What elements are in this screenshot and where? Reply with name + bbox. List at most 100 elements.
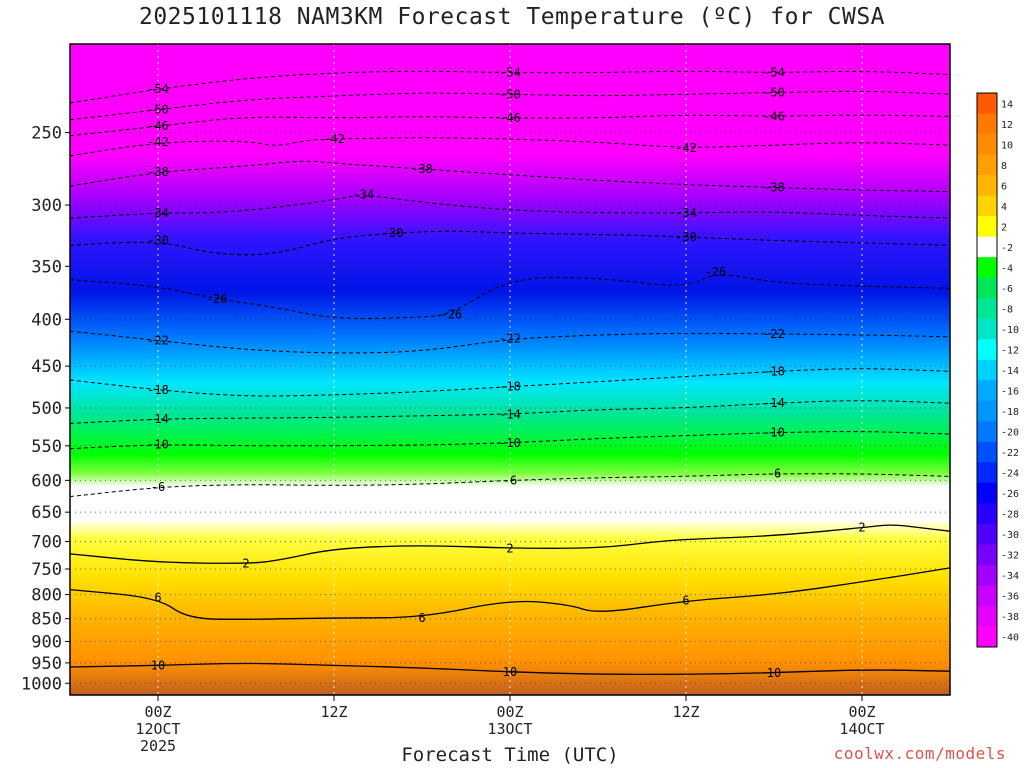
contour-label: -46 [147,119,169,133]
colorbar-swatch [977,154,997,176]
colorbar-label: 12 [1001,120,1013,131]
colorbar-label: 4 [1001,202,1007,213]
colorbar-label: -38 [1001,612,1019,623]
x-tick-label: 12OCT [135,720,180,738]
colorbar-swatch [977,216,997,238]
y-tick-label: 700 [31,533,62,553]
contour-line [70,195,950,219]
contour-label: -6 [767,467,781,481]
contour-line [70,330,950,354]
colorbar-label: -4 [1001,263,1013,274]
contour-label: 2 [242,557,249,571]
contour-line [70,473,950,498]
colorbar-label: -6 [1001,284,1013,295]
contour-label: -50 [147,103,169,117]
contour-label: -38 [411,162,433,176]
contour-label: 2 [858,521,865,535]
contour-label: -42 [147,135,169,149]
contour-line [70,137,950,157]
colorbar: 14 12 10 8 6 4 2 -2 -4 -6 -8 -10 -12 -14 -16 -18 -20 -22 -… [976,92,1019,648]
contour-label: -22 [763,327,785,341]
contour-line [70,230,950,256]
colorbar-label: -22 [1001,448,1019,459]
contour-label: 2 [506,541,513,555]
y-tick-label: 450 [31,357,62,377]
contour-label: -30 [147,233,169,247]
colorbar-swatch [977,503,997,525]
contour-label: -42 [675,141,697,155]
contour-label: -54 [147,82,169,96]
y-tick-label: 350 [31,257,62,277]
x-tick-label: 13OCT [487,720,532,738]
colorbar-swatch [977,441,997,463]
contour-label: -6 [151,480,165,494]
colorbar-label: -12 [1001,345,1019,356]
contour-label: 10 [151,658,165,672]
contour-label: -14 [763,396,785,410]
contour-label: -22 [147,334,169,348]
y-tick-label: 850 [31,610,62,630]
colorbar-swatch [977,421,997,443]
x-axis-label: Forecast Time (UTC) [401,744,619,766]
contour-label: -38 [147,165,169,179]
y-tick-label: 600 [31,471,62,491]
colorbar-label: 2 [1001,222,1007,233]
y-tick-label: 550 [31,437,62,457]
contour-label: 10 [767,666,781,680]
colorbar-label: -28 [1001,510,1019,521]
x-tick-label: 12Z [320,703,347,721]
contour-label: -10 [763,426,785,440]
colorbar-label: -40 [1001,633,1019,644]
contour-label: -14 [499,407,521,421]
contour-label: -54 [499,66,521,80]
colorbar-swatch [977,626,997,648]
y-tick-label: 950 [31,654,62,674]
contour-line [70,524,950,564]
colorbar-label: -32 [1001,551,1019,562]
colorbar-swatch [977,257,997,279]
colorbar-label: -24 [1001,469,1019,480]
contour-label: -46 [763,109,785,123]
contour-label: -26 [206,292,228,306]
colorbar-swatch [977,134,997,156]
colorbar-label: -20 [1001,428,1019,439]
colorbar-swatch [977,585,997,607]
contour-line [70,662,950,676]
contour-label: -30 [675,230,697,244]
y-tick-label: 1000 [21,674,62,694]
contour-line [70,70,950,104]
colorbar-label: -16 [1001,387,1019,398]
contour-label: -26 [440,307,462,321]
colorbar-label: 6 [1001,181,1007,192]
chart-title: 2025101118 NAM3KM Forecast Temperature (… [138,4,886,30]
contour-line [70,368,950,397]
colorbar-swatch [977,400,997,422]
contour-label: -18 [763,364,785,378]
contour-line [70,114,950,137]
colorbar-label: 10 [1001,140,1013,151]
colorbar-swatch [977,523,997,545]
site-credit: coolwx.com/models [833,744,1006,763]
contour-line [70,274,950,319]
contour-label: -14 [147,412,169,426]
colorbar-swatch [977,359,997,381]
contour-label: -50 [763,86,785,100]
contour-label: -6 [503,473,517,487]
colorbar-label: -30 [1001,530,1019,541]
colorbar-swatch [977,380,997,402]
y-tick-label: 800 [31,586,62,606]
contour-line [70,160,950,193]
colorbar-swatch [977,462,997,484]
contour-line [70,431,950,450]
y-tick-label: 900 [31,632,62,652]
contour-line [70,90,950,121]
contour-label: -34 [147,206,169,220]
y-tick-label: 650 [31,503,62,523]
colorbar-swatch [977,236,997,258]
contour-label: -54 [763,66,785,80]
y-tick-label: 500 [31,399,62,419]
colorbar-label: -26 [1001,489,1019,500]
contour-label: -42 [323,132,345,146]
y-tick-label: 400 [31,310,62,330]
